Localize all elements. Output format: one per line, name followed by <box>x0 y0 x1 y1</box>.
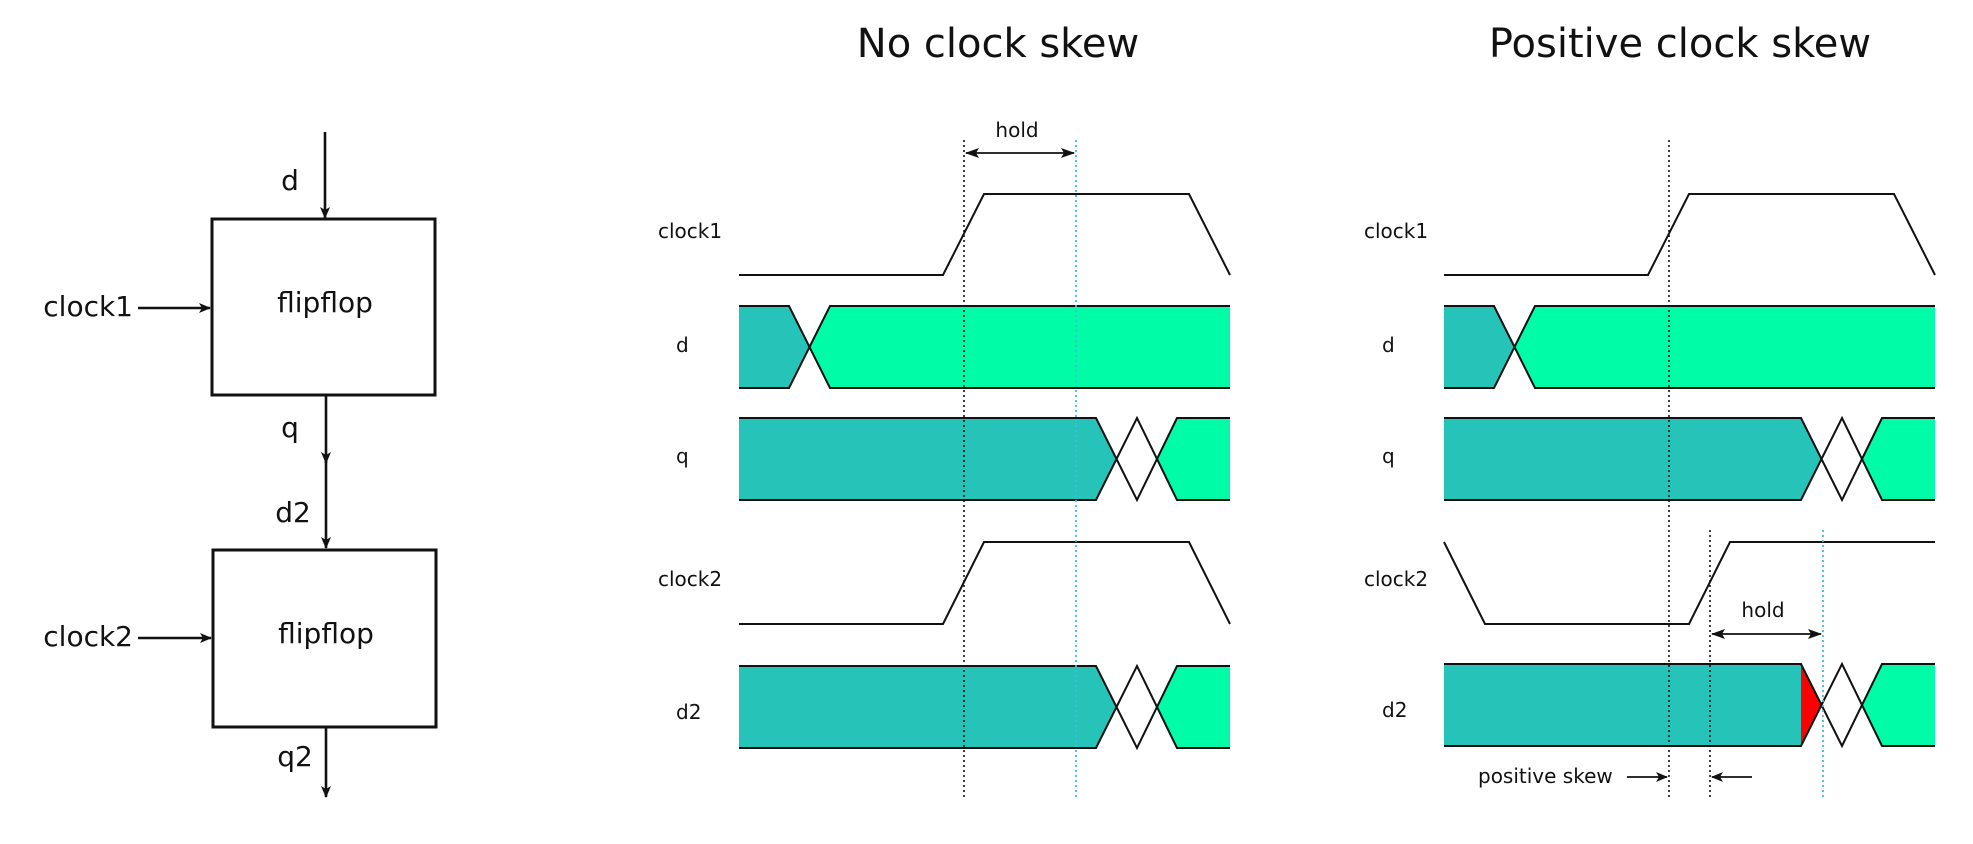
panel-positive-skew: Positive clock skew clock1 d q clock2 d2 <box>1364 21 1936 798</box>
label-clock2: clock2 <box>658 567 722 591</box>
flipflop-2-label: flipflop <box>278 617 374 650</box>
q-old-data <box>739 418 1116 500</box>
d2-edge-upper-skew <box>1444 663 1935 749</box>
hold-label: hold <box>995 118 1038 142</box>
q-edge-lower <box>739 415 1230 501</box>
d-old-data <box>739 306 810 388</box>
d2-old-data-skew <box>1444 664 1821 746</box>
positive-skew-label: positive skew <box>1478 764 1613 788</box>
panel-positive-skew-title: Positive clock skew <box>1489 21 1871 67</box>
label-d-skew: d <box>1382 333 1395 357</box>
clock2-waveform-skew <box>1443 541 1935 625</box>
clock2-input-label: clock2 <box>43 620 133 653</box>
d2-old-data <box>739 666 1116 748</box>
clock1-input-label: clock1 <box>43 290 133 323</box>
hold-violation-region <box>1801 664 1821 746</box>
q-edge-upper <box>739 417 1230 503</box>
d2-edge-lower-skew <box>1444 661 1935 747</box>
d-new-data-skew <box>1515 306 1935 388</box>
d-old-data-skew <box>1444 306 1515 388</box>
d-input-label: d <box>281 164 299 197</box>
flipflop-1-box <box>210 217 437 397</box>
flipflop-2-box <box>211 548 438 729</box>
d2-edge-upper <box>739 665 1230 751</box>
label-clock2-skew: clock2 <box>1364 567 1428 591</box>
panel-no-skew-title: No clock skew <box>857 21 1139 67</box>
q-new-data-skew <box>1862 418 1935 500</box>
label-q: q <box>676 444 689 468</box>
d2-new-data-skew <box>1862 664 1935 746</box>
d-edge-upper-skew <box>1444 305 1935 389</box>
d2-new-data <box>1157 666 1230 748</box>
label-clock1-skew: clock1 <box>1364 219 1428 243</box>
q-edge-lower-skew <box>1444 415 1935 501</box>
block-diagram: d flipflop clock1 q d2 flipflop clock2 q… <box>43 132 438 798</box>
label-d: d <box>676 333 689 357</box>
q-edge-upper-skew <box>1444 417 1935 503</box>
label-q-skew: q <box>1382 444 1395 468</box>
clock1-waveform-skew <box>1444 193 1936 276</box>
q2-output-label: q2 <box>277 740 313 773</box>
d-new-data <box>810 306 1230 388</box>
label-d2-skew: d2 <box>1382 698 1407 722</box>
flipflop-1-label: flipflop <box>277 286 373 319</box>
q-label: q <box>281 411 299 444</box>
d-edge-upper <box>739 305 1230 389</box>
q-old-data-skew <box>1444 418 1821 500</box>
d2-edge-lower <box>739 663 1230 749</box>
d2-label: d2 <box>275 496 311 529</box>
hold-label-skew: hold <box>1741 598 1784 622</box>
q-new-data <box>1157 418 1230 500</box>
label-d2: d2 <box>676 700 701 724</box>
clock1-waveform <box>739 193 1231 276</box>
panel-no-skew: No clock skew clock1 d q clock2 d2 hold <box>658 21 1231 798</box>
clock2-waveform <box>739 541 1231 625</box>
label-clock1: clock1 <box>658 219 722 243</box>
